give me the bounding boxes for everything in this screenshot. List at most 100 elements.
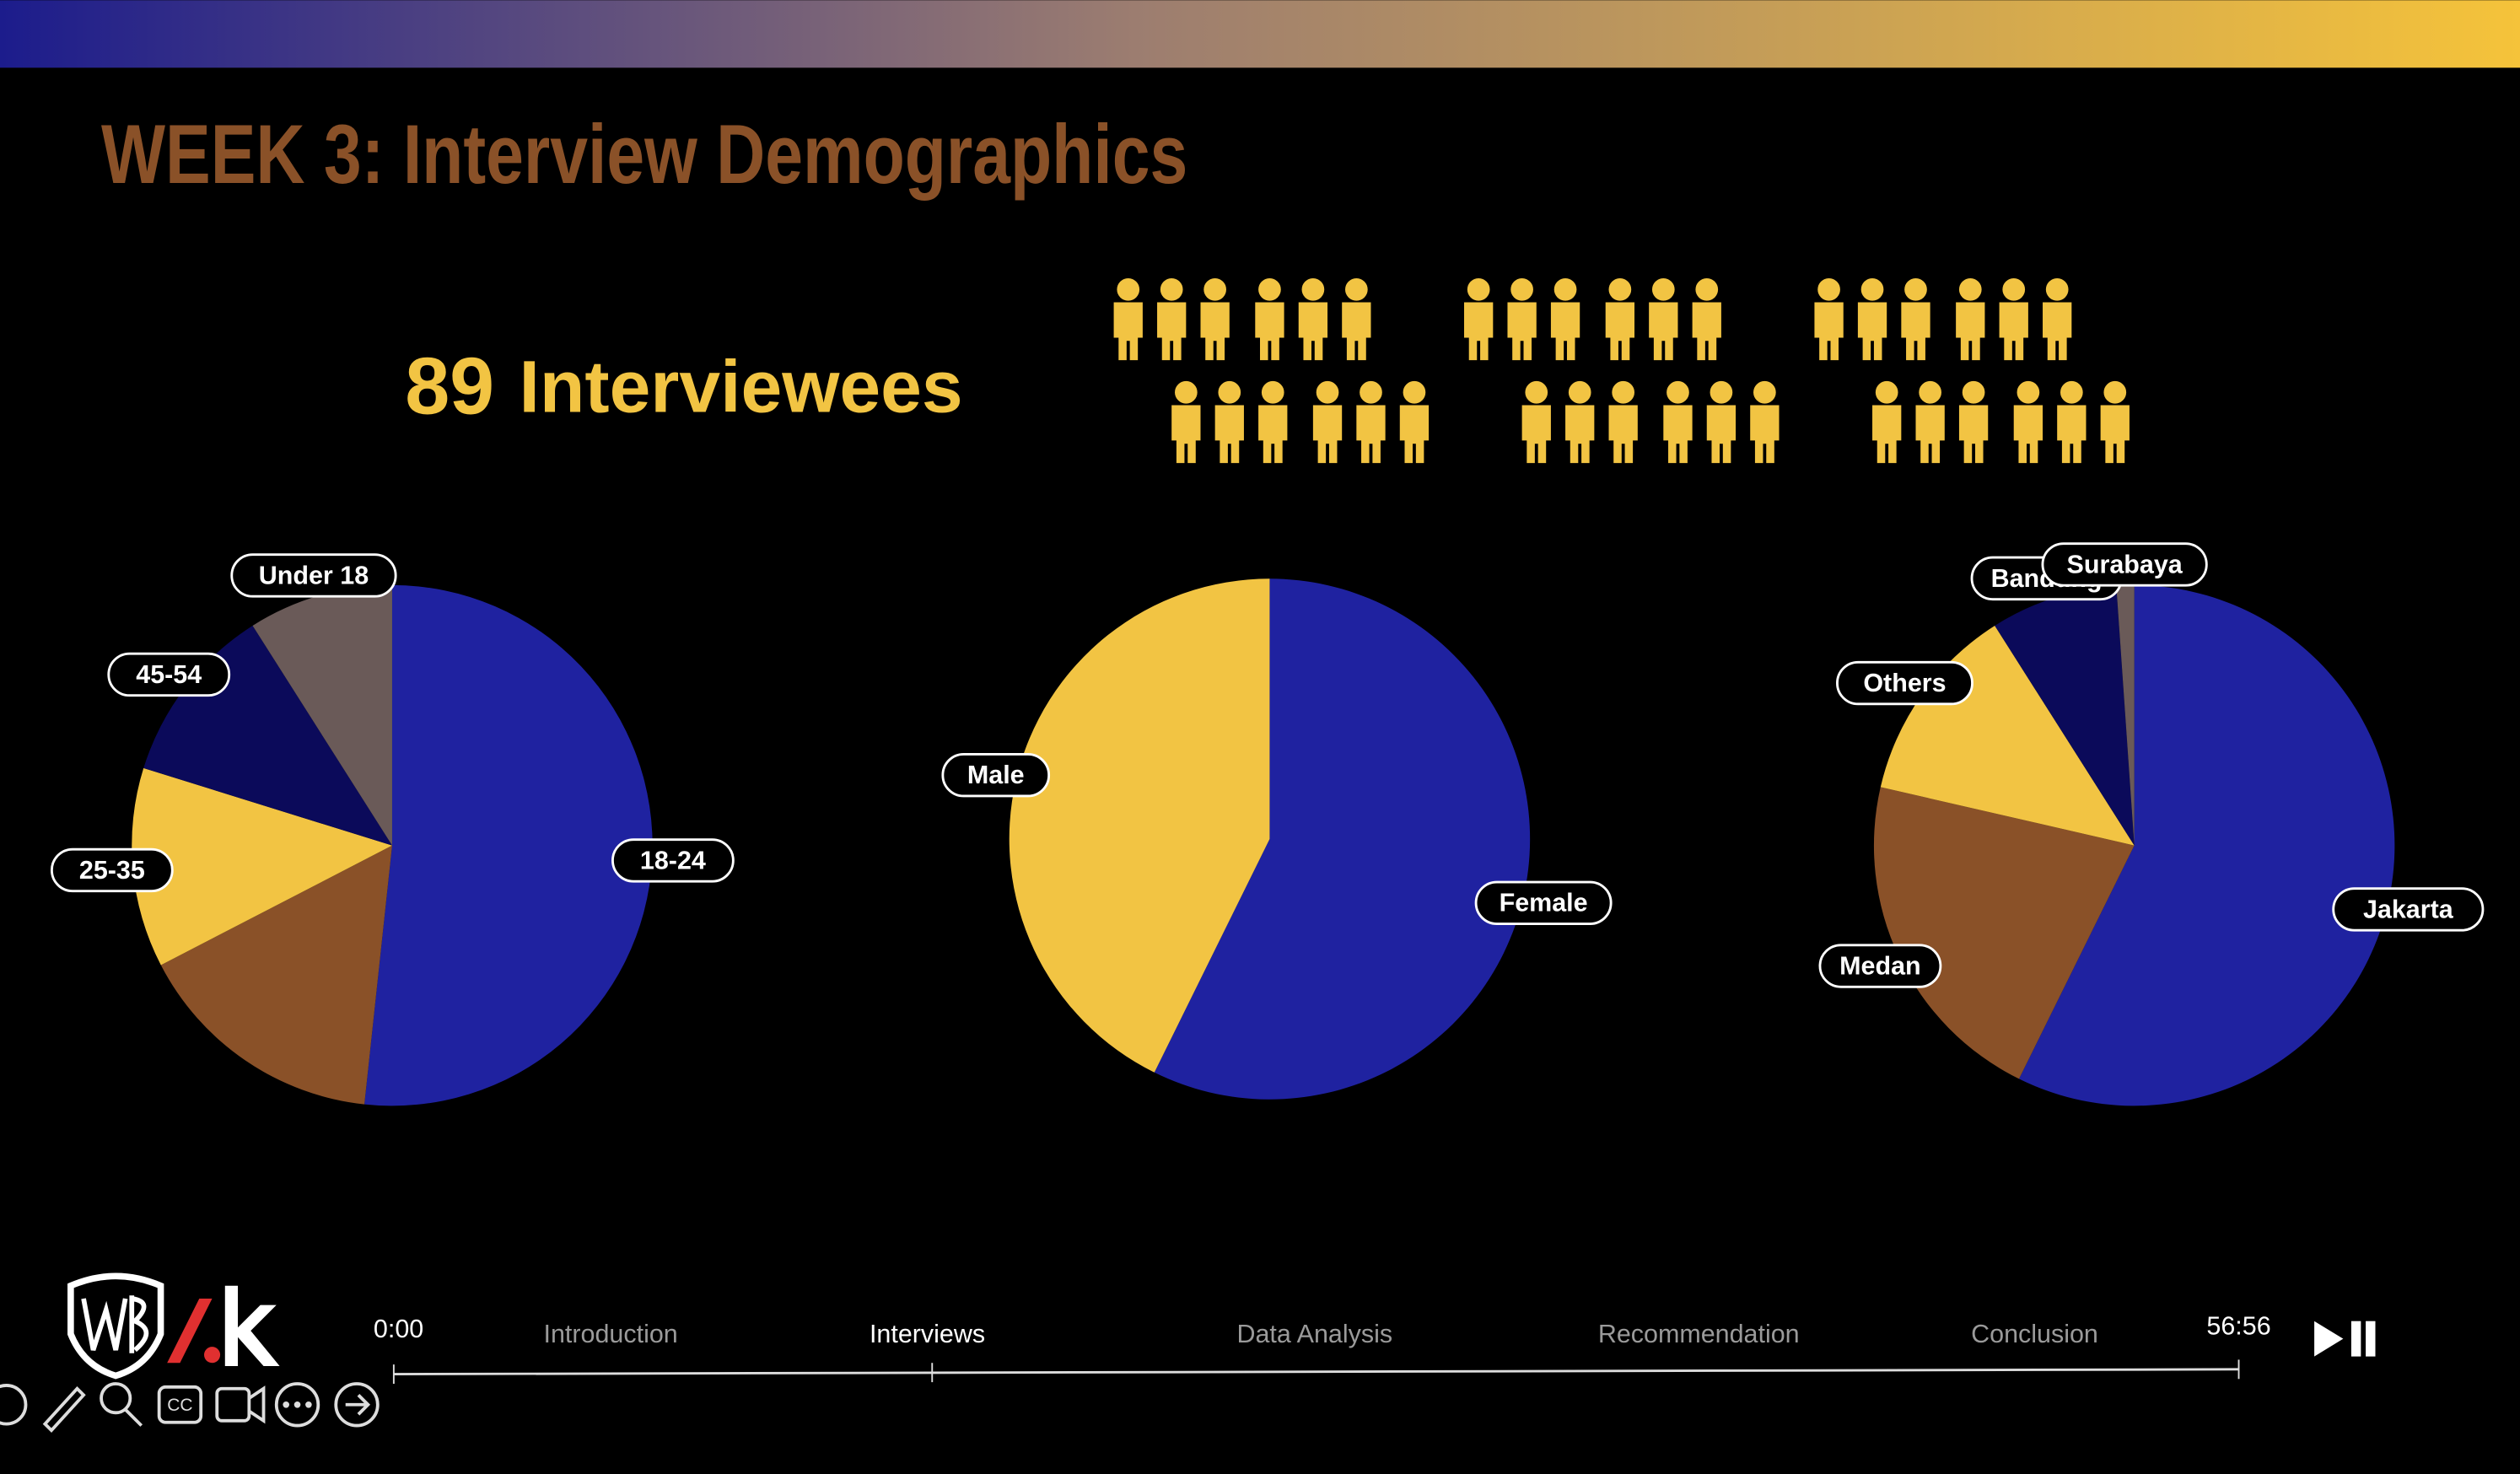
person-body [1550,302,1580,361]
person-head [1904,277,1927,301]
person-body [1464,302,1494,361]
person-body [1663,405,1693,464]
person-head [1710,380,1733,404]
cc-icon-text: CC [167,1396,192,1415]
pie-chart: 18-24 25-35 45-54 Under 18 [50,553,735,1106]
pie-slice [132,767,392,966]
person-head [2045,277,2069,301]
person-head [1160,277,1183,301]
person-head [2002,277,2026,301]
person-head [1753,380,1776,404]
play-button[interactable] [2314,1321,2344,1357]
pie-chart: Female Male [941,578,1613,1100]
person-body [2100,405,2130,464]
slice-label: Surabaya [2067,550,2183,578]
person-head [1218,380,1241,404]
person-head [1553,277,1577,301]
person-body [1399,405,1430,464]
person-body [2057,405,2087,464]
total-time: 56:56 [2206,1311,2270,1340]
current-time: 0:00 [374,1315,423,1343]
progress-track[interactable] [393,1368,2239,1376]
person-head [1860,277,1884,301]
person-body [2013,405,2043,464]
slide-title: WEEK 3: Interview Demographics [101,107,1187,201]
pause-bar[interactable] [2350,1321,2361,1357]
person-body [1956,302,1985,361]
top-gradient-bar [0,0,2520,68]
person-body [1521,405,1551,464]
person-body [1342,302,1371,361]
person-head [1510,277,1533,301]
pie-slice [2018,584,2395,1106]
person-head [1261,380,1284,404]
person-body [1214,405,1244,464]
pie-slice [1154,578,1531,1100]
camera-button[interactable] [215,1386,251,1423]
interviewee-count: 89 [405,342,494,431]
chapter-link[interactable]: Conclusion [1971,1320,2098,1348]
person-head [1360,380,1382,404]
person-body [1857,302,1887,361]
cc-button[interactable] [157,1385,203,1424]
slice-label: Medan [1839,951,1921,980]
ak-logo [167,1285,280,1367]
next-button[interactable] [334,1382,380,1428]
person-head [1651,277,1675,301]
person-head [1203,277,1226,301]
person-body [1605,302,1635,361]
person-head [1525,380,1548,404]
person-body [1915,405,1945,464]
chapter-link[interactable]: Interviews [870,1320,985,1348]
slice-label-pill [1474,880,1613,926]
person-head [1919,380,1941,404]
more-button[interactable] [274,1382,320,1428]
person-body [1258,405,1288,464]
interviewee-label: Interviewees [520,345,963,428]
person-body [1565,405,1595,464]
person-body [1507,302,1537,361]
person-head [1175,380,1198,404]
chapter-link[interactable]: Recommendation [1598,1320,1800,1348]
zoom-button[interactable] [100,1382,132,1415]
pie-slice [1873,787,2135,1079]
next-arrow [345,1394,371,1416]
person-body [1649,302,1678,361]
person-body [1171,405,1201,464]
slice-label: Female [1500,889,1588,917]
slice-label-pill [1836,660,1973,706]
slice-label-pill [50,847,174,893]
person-body [1901,302,1930,361]
pie-slice [2116,584,2135,846]
person-body [1814,302,1844,361]
person-body [1958,405,1989,464]
slice-label-pill [2332,887,2485,932]
person-head [1958,277,1982,301]
slice-label: Male [967,761,1025,789]
person-head [1301,277,1325,301]
pie-slice [252,584,392,846]
pause-bar[interactable] [2366,1321,2376,1357]
charts: 18-24 25-35 45-54 Under 18 Female Male Jakarta… [50,542,2485,1106]
person-head [1962,380,1985,404]
person-head [1344,277,1368,301]
back-button[interactable] [0,1384,28,1426]
person-body [1872,405,1902,464]
chapter-link[interactable]: Introduction [544,1320,678,1348]
person-head [1612,380,1635,404]
person-head [2017,380,2040,404]
slice-label-pill [1818,944,1942,988]
person-head [1403,380,1426,404]
chapter-link[interactable]: Data Analysis [1236,1320,1392,1348]
pen-button[interactable] [42,1385,86,1434]
person-body [1999,302,2028,361]
slice-label-pill [2041,542,2208,587]
person-head [1258,277,1281,301]
slice-label: Jakarta [2363,895,2454,923]
person-head [1467,277,1490,301]
person-head [1817,277,1840,301]
person-body [2043,302,2072,361]
person-head [2103,380,2127,404]
person-body [1356,405,1386,464]
